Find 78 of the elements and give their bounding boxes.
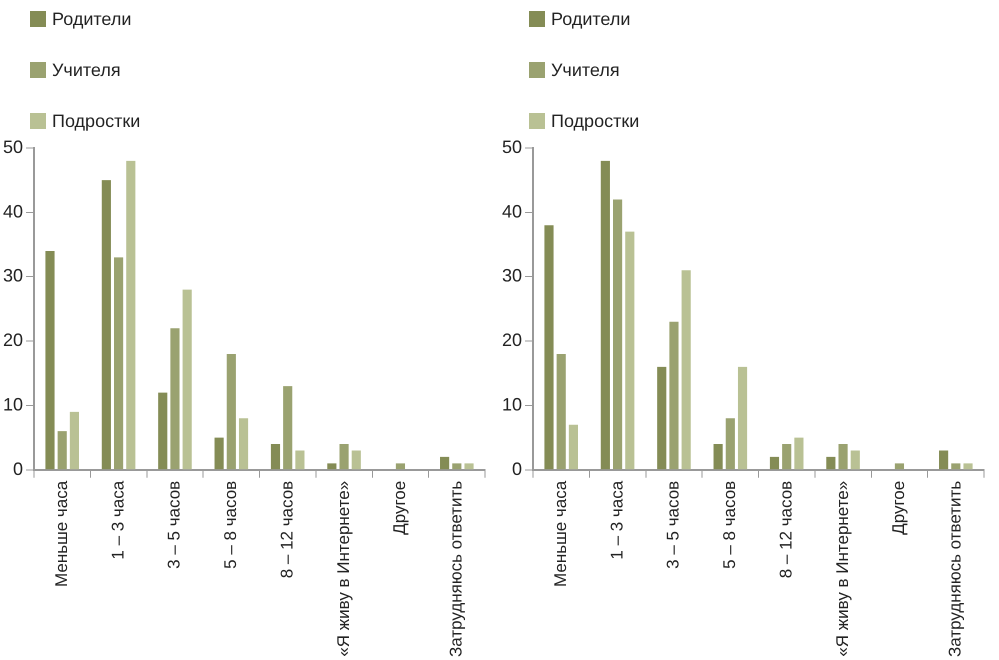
bar — [794, 438, 804, 470]
bar — [770, 456, 780, 470]
y-tick-label: 0 — [512, 458, 522, 479]
bar — [126, 160, 136, 470]
bar — [45, 250, 55, 470]
x-tick-label: Затрудняюсь ответить — [446, 480, 466, 657]
bar — [226, 354, 236, 470]
x-tick-label: 1 – 3 часа — [607, 480, 626, 560]
x-tick-label: Меньше часа — [52, 480, 71, 587]
bar — [352, 450, 361, 470]
y-tick-label: 10 — [502, 394, 522, 414]
y-tick-label: 20 — [2, 330, 24, 350]
y-tick-label: 40 — [2, 201, 24, 222]
bar — [838, 444, 848, 470]
bar — [951, 463, 960, 470]
bar — [114, 257, 124, 470]
bar — [214, 438, 224, 470]
bar — [295, 450, 304, 470]
x-tick-label: Меньше часа — [550, 480, 570, 587]
y-tick-label: 0 — [13, 458, 24, 479]
bar — [158, 392, 168, 470]
bar — [782, 444, 792, 470]
bar — [894, 463, 904, 470]
x-tick-label: Затрудняюсь ответить — [946, 480, 964, 657]
bar — [556, 354, 566, 470]
y-tick-label: 30 — [502, 266, 522, 286]
bar — [625, 232, 634, 470]
bar — [544, 225, 554, 470]
bar — [270, 444, 280, 470]
legend-label: Учителя — [551, 60, 620, 80]
bar — [464, 463, 474, 470]
x-tick-label: 3 – 5 часов — [664, 480, 683, 569]
bar — [70, 412, 79, 470]
bar — [568, 424, 578, 470]
bar — [657, 366, 666, 470]
bar — [327, 463, 336, 470]
legend-label: Учителя — [52, 60, 121, 80]
x-tick-label: 1 – 3 часа — [108, 480, 128, 560]
bar — [682, 270, 691, 470]
y-tick-label: 40 — [502, 201, 522, 222]
x-tick-label: 8 – 12 часов — [277, 480, 296, 578]
bar — [452, 463, 462, 470]
bar — [238, 418, 248, 470]
y-tick-label: 50 — [502, 136, 522, 157]
x-tick-label: Другое — [889, 480, 908, 535]
bar — [339, 444, 349, 470]
bar — [714, 444, 723, 470]
legend-label: Родители — [52, 8, 132, 30]
bar — [726, 418, 735, 470]
bar — [182, 290, 192, 470]
bar — [600, 160, 610, 470]
bar — [963, 463, 973, 470]
y-tick-label: 10 — [2, 394, 24, 414]
x-tick-label: «Я живу в Интернете» — [832, 480, 852, 657]
y-tick-label: 20 — [502, 330, 522, 350]
bar — [738, 366, 748, 470]
x-tick-label: Другое — [390, 480, 410, 535]
x-tick-label: 3 – 5 часов — [164, 480, 184, 569]
y-tick-label: 30 — [2, 266, 24, 286]
bar — [170, 328, 180, 470]
bar — [102, 180, 111, 470]
bar — [669, 322, 679, 470]
legend-label: Подростки — [551, 110, 640, 132]
x-tick-label: 5 – 8 часов — [221, 480, 240, 569]
bar — [939, 450, 948, 470]
bar — [283, 386, 292, 470]
bar — [440, 456, 450, 470]
bar — [396, 463, 406, 470]
bar — [850, 450, 860, 470]
bar — [826, 456, 836, 470]
x-tick-label: «Я живу в Интернете» — [334, 480, 353, 657]
x-tick-label: 5 – 8 часов — [720, 480, 740, 569]
bar — [58, 431, 67, 470]
legend-label: Родители — [551, 8, 630, 30]
legend-label: Подростки — [52, 110, 140, 132]
bar — [613, 199, 622, 470]
x-tick-label: 8 – 12 часов — [776, 480, 796, 578]
y-tick-label: 50 — [2, 136, 24, 157]
